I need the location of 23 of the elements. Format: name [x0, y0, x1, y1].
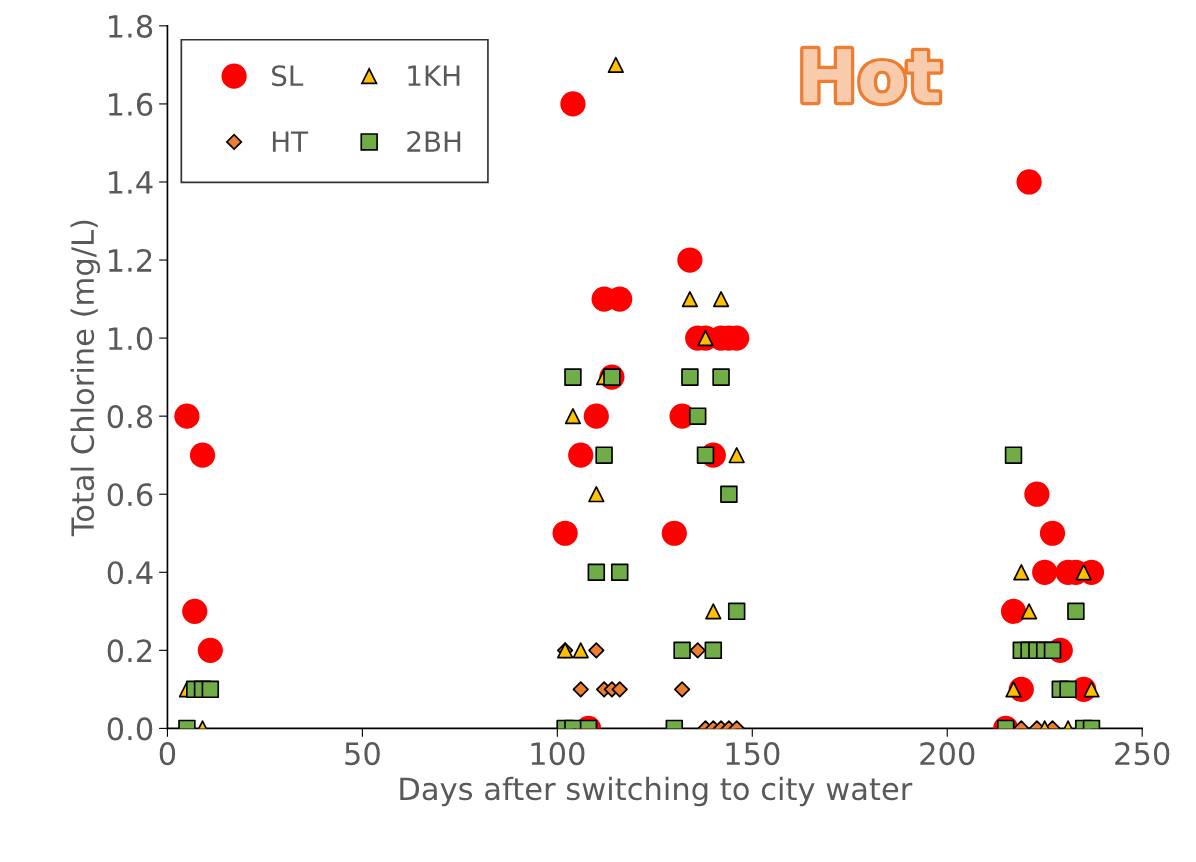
y-tick-label: 1.4 — [109, 171, 153, 194]
y-tick-label: 1.6 — [109, 92, 153, 116]
x-tick-label: 200 — [920, 742, 975, 766]
x-tick-label: 150 — [726, 742, 780, 766]
legend-label: HT — [272, 131, 309, 152]
y-tick-label: 1.2 — [109, 248, 152, 272]
legend-label: 1KH — [408, 65, 460, 86]
x-tick-label: 0 — [159, 742, 176, 766]
x-tick-label: 100 — [531, 742, 585, 766]
legend-label: 2BH — [407, 131, 461, 152]
y-tick-label: 0.8 — [107, 405, 153, 429]
y-tick-label: 0.2 — [107, 639, 152, 663]
y-tick-label: 1.0 — [109, 327, 153, 351]
y-axis-title: Total Chlorine (mg/L) — [70, 220, 101, 537]
legend-label: SL — [272, 65, 304, 87]
y-tick-label: 0.0 — [107, 717, 153, 741]
y-tick-label: 1.8 — [109, 14, 153, 38]
y-tick-label: 0.4 — [107, 561, 153, 585]
chart-title: Hot — [803, 49, 940, 103]
x-tick-label: 250 — [1115, 742, 1170, 766]
y-tick-label: 0.6 — [107, 483, 153, 507]
x-axis-title: Days after switching to city water — [400, 776, 913, 807]
x-tick-label: 50 — [345, 742, 380, 766]
